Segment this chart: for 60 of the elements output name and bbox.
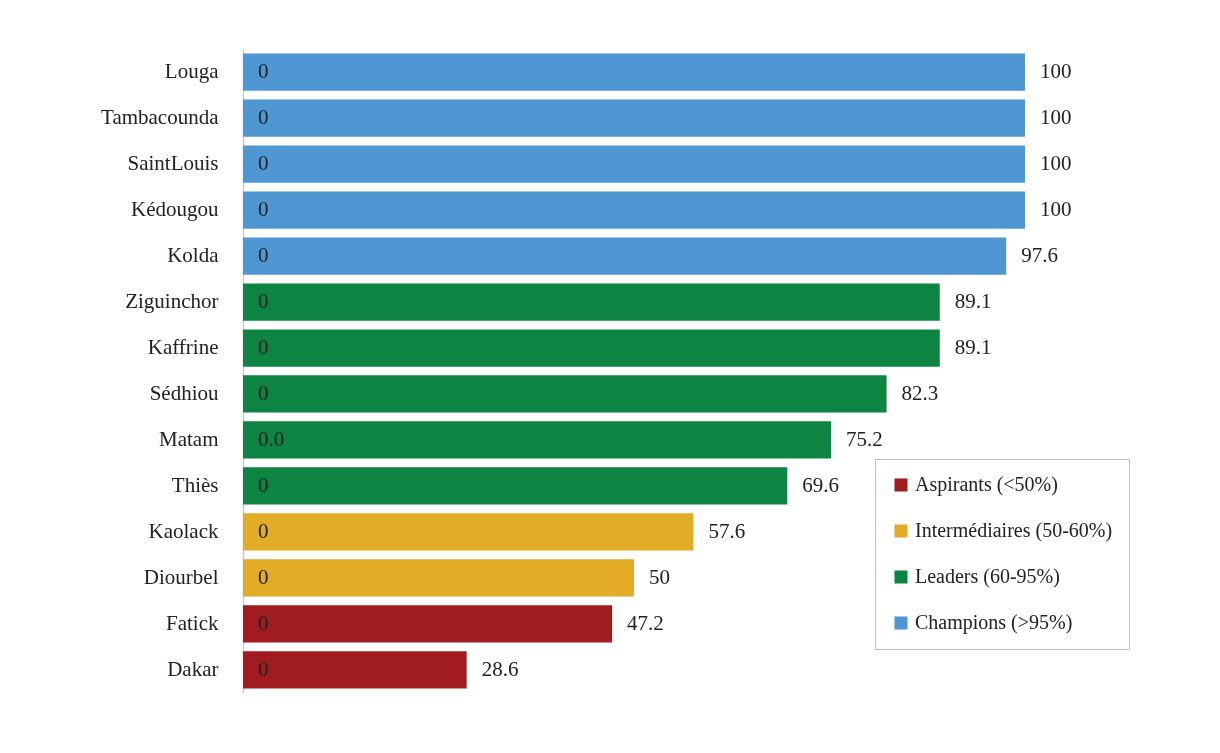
y-tick-label: Ziguinchor [125, 289, 219, 314]
legend-label: Champions (>95%) [915, 611, 1073, 634]
y-tick-label: Tambacounda [101, 105, 220, 130]
data-label: 89.1 [954, 335, 992, 360]
y-tick-label: Fatick [166, 610, 219, 635]
bar [243, 99, 1025, 137]
bar [243, 145, 1025, 183]
data-label: 0 [258, 197, 269, 222]
data-label: 89.1 [954, 289, 992, 314]
data-label: 28.6 [481, 656, 519, 681]
data-label: 0 [258, 289, 269, 314]
data-label: 100 [1040, 197, 1072, 222]
y-tick-label: Kaolack [148, 518, 219, 543]
data-label: 0 [258, 243, 269, 268]
y-tick-label: Dakar [167, 656, 219, 681]
bar [243, 513, 694, 551]
bar [243, 191, 1025, 229]
y-tick-label: Kolda [167, 243, 220, 268]
data-label: 97.6 [1021, 243, 1058, 268]
data-label: 47.2 [627, 610, 664, 635]
y-tick-label: Matam [159, 426, 219, 451]
y-tick-label: SaintLouis [127, 151, 219, 176]
bar [243, 237, 1007, 275]
data-label: 100 [1040, 59, 1072, 84]
y-tick-label: Thiès [171, 472, 219, 497]
data-label: 75.2 [846, 426, 883, 451]
bar [243, 559, 634, 597]
y-tick-label: Kédougou [131, 197, 219, 222]
data-label: 0 [258, 105, 269, 130]
data-label: 69.6 [802, 472, 840, 497]
legend-label: Intermédiaires (50-60%) [915, 519, 1113, 542]
data-label: 0 [258, 564, 269, 589]
data-label: 82.3 [901, 380, 939, 405]
bar [243, 283, 940, 321]
legend-label: Aspirants (<50%) [915, 473, 1058, 496]
bar [243, 53, 1025, 91]
bar [243, 605, 613, 643]
y-tick-label: Diourbel [143, 564, 219, 589]
y-tick-label: Louga [164, 59, 220, 84]
data-label: 100 [1040, 105, 1072, 130]
data-label: 0 [258, 335, 269, 360]
bar [243, 329, 940, 367]
data-label: 50 [649, 564, 670, 589]
bar [243, 651, 467, 689]
bar [243, 421, 832, 459]
data-label: 0 [258, 656, 269, 681]
bar [243, 375, 887, 413]
bar [243, 467, 788, 505]
data-label: 100 [1040, 151, 1072, 176]
y-tick-label: Sédhiou [149, 380, 219, 405]
legend-label: Leaders (60-95%) [915, 565, 1060, 588]
data-label: 0 [258, 380, 269, 405]
y-tick-label: Kaffrine [147, 335, 219, 360]
data-label: 0 [258, 610, 269, 635]
data-label: 0 [258, 518, 269, 543]
data-label: 0 [258, 472, 269, 497]
data-label: 0.0 [258, 426, 285, 451]
data-label: 57.6 [708, 518, 746, 543]
data-label: 0 [258, 59, 269, 84]
data-label: 0 [258, 151, 269, 176]
